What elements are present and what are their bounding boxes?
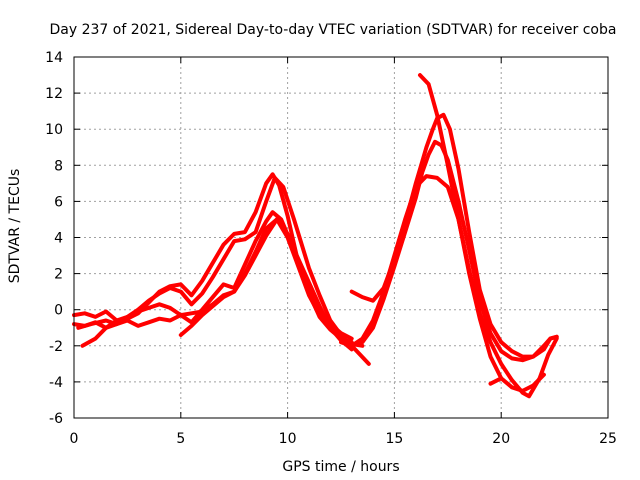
x-tick-label: 10 <box>279 431 297 447</box>
y-tick-label: 4 <box>54 231 63 247</box>
x-tick-label: 5 <box>176 431 185 447</box>
x-tick-label: 20 <box>492 431 510 447</box>
tick-labels: 0 5 10 15 20 25 -6 -4 -2 0 2 4 6 8 10 12 14 <box>45 50 617 447</box>
series-track-9 <box>418 73 504 381</box>
x-tick-label: 15 <box>385 431 403 447</box>
x-tick-label: 25 <box>599 431 617 447</box>
series-track-5 <box>178 217 354 341</box>
chart-title: Day 237 of 2021, Sidereal Day-to-day VTE… <box>50 22 617 38</box>
ticks <box>73 56 609 419</box>
y-tick-label: 0 <box>54 303 63 319</box>
y-tick-label: -2 <box>49 339 63 355</box>
y-tick-label: 2 <box>54 267 63 283</box>
y-tick-label: 8 <box>54 158 63 174</box>
y-tick-label: 14 <box>45 50 63 66</box>
y-axis-label: SDTVAR / TECUs <box>7 169 23 284</box>
y-tick-label: -4 <box>49 375 63 391</box>
grid <box>74 57 608 418</box>
series-track-8 <box>339 174 559 399</box>
y-tick-label: 12 <box>45 86 63 102</box>
x-axis-label: GPS time / hours <box>282 459 399 475</box>
y-tick-label: 6 <box>54 194 63 210</box>
series-track-3 <box>80 210 354 352</box>
y-tick-label: -6 <box>49 411 63 427</box>
y-tick-label: 10 <box>45 122 63 138</box>
series-layer <box>72 73 559 399</box>
x-tick-label: 0 <box>70 431 79 447</box>
series-track-10 <box>488 372 546 393</box>
